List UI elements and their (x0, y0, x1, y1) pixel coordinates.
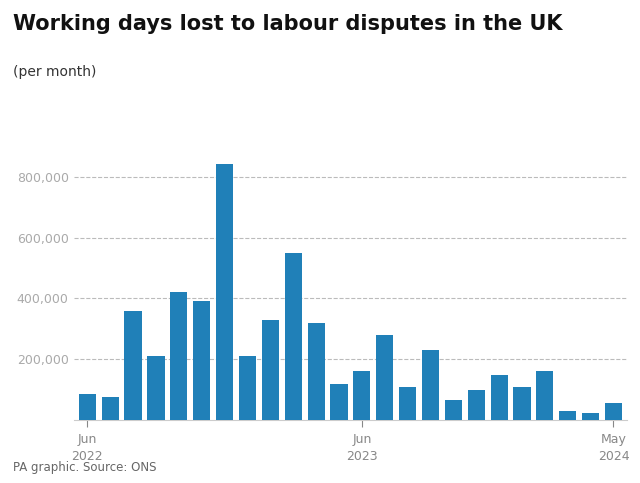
Bar (513, 387, 531, 420)
Bar (147, 356, 164, 420)
Bar (170, 292, 188, 420)
Bar (102, 398, 119, 420)
Bar (376, 335, 394, 420)
Bar (582, 412, 599, 420)
Bar (490, 374, 508, 420)
Text: (per month): (per month) (13, 65, 96, 79)
Text: Working days lost to labour disputes in the UK: Working days lost to labour disputes in … (13, 14, 563, 34)
Bar (445, 400, 462, 420)
Bar (422, 350, 439, 420)
Bar (605, 403, 622, 420)
Bar (216, 164, 233, 420)
Bar (399, 387, 416, 420)
Bar (262, 320, 279, 420)
Bar (536, 371, 554, 420)
Bar (468, 390, 484, 420)
Bar (79, 394, 96, 420)
Bar (353, 371, 371, 420)
Bar (193, 301, 211, 420)
Bar (330, 384, 348, 420)
Bar (125, 311, 141, 420)
Bar (307, 323, 324, 420)
Bar (285, 253, 302, 420)
Bar (559, 411, 576, 420)
Bar (239, 356, 256, 420)
Text: PA graphic. Source: ONS: PA graphic. Source: ONS (13, 461, 156, 474)
